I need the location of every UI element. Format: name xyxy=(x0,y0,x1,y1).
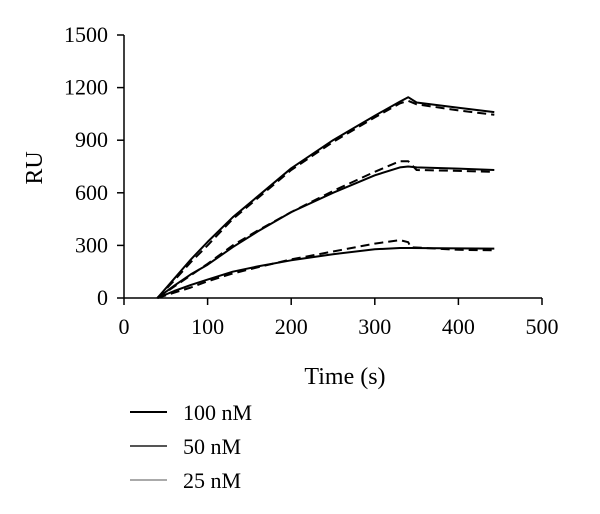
y-axis-title: RU xyxy=(22,151,48,184)
x-tick-label: 0 xyxy=(119,314,130,339)
legend-label: 100 nM xyxy=(183,400,252,425)
legend-label: 50 nM xyxy=(183,434,241,459)
plot-axes: 0 300 600 900 1200 1500 0 100 200 300 400 500 xyxy=(64,22,559,339)
series-line-50-nm-dashed xyxy=(156,160,495,299)
legend-label: 25 nM xyxy=(183,468,241,493)
y-tick-label: 1500 xyxy=(64,22,108,47)
plot-lines xyxy=(156,96,495,299)
legend: 100 nM 50 nM 25 nM xyxy=(130,400,252,493)
series-line-50-nm-solid xyxy=(156,165,495,299)
x-tick-label: 300 xyxy=(358,314,391,339)
x-tick-label: 400 xyxy=(442,314,475,339)
series-line-25-nm-solid xyxy=(157,247,495,299)
y-tick-label: 300 xyxy=(75,232,108,257)
x-tick-label: 200 xyxy=(275,314,308,339)
y-tick-label: 1200 xyxy=(64,75,108,100)
x-tick-label: 100 xyxy=(191,314,224,339)
series-line-100-nm-solid xyxy=(156,96,495,299)
x-axis-title: Time (s) xyxy=(304,364,385,390)
y-tick-label: 600 xyxy=(75,180,108,205)
series-line-100-nm-dashed xyxy=(156,99,495,299)
x-tick-label: 500 xyxy=(526,314,559,339)
series-line-25-nm-dashed xyxy=(157,239,495,299)
y-tick-label: 0 xyxy=(97,285,108,310)
y-tick-label: 900 xyxy=(75,127,108,152)
